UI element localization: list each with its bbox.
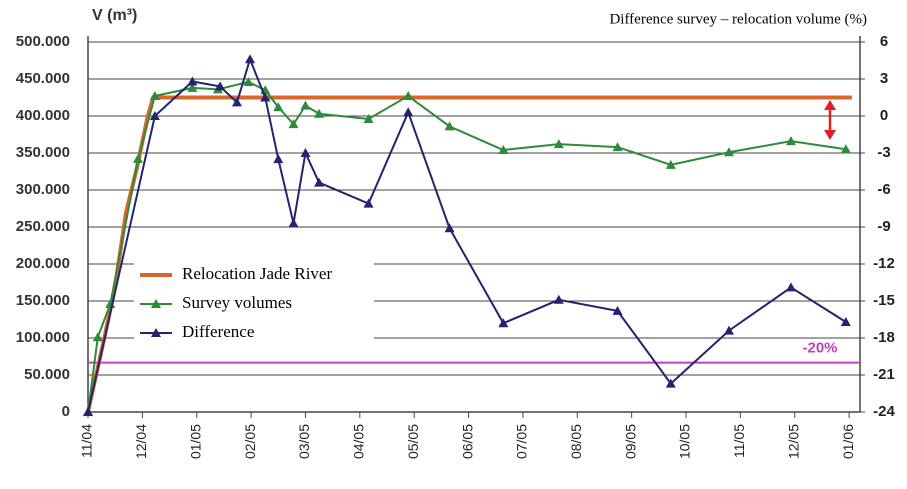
x-tick-label: 01/05 (187, 424, 203, 459)
y-tick-label: 250.000 (16, 218, 70, 235)
marker (288, 119, 299, 129)
marker (288, 218, 299, 228)
marker (498, 145, 509, 155)
x-tick-label: 12/04 (133, 424, 149, 459)
marker (314, 177, 325, 187)
marker (723, 325, 734, 335)
marker (553, 139, 564, 149)
marker (273, 154, 284, 164)
marker (300, 100, 311, 110)
y2-tick-label: 6 (880, 33, 888, 50)
y-tick-label: 400.000 (16, 107, 70, 124)
marker (612, 142, 623, 152)
y2-tick-label: -6 (877, 181, 890, 198)
marker (273, 102, 284, 112)
y2-tick-label: -15 (873, 292, 895, 309)
y-tick-label: 0 (62, 403, 70, 420)
y2-tick-label: -24 (873, 403, 895, 420)
x-tick-label: 01/06 (840, 424, 856, 459)
marker (187, 82, 198, 92)
y-axis-title: V (m³) (92, 7, 137, 24)
marker (92, 332, 103, 342)
marker (215, 81, 226, 91)
x-tick-label: 08/05 (568, 424, 584, 459)
y2-tick-label: 3 (880, 70, 888, 87)
y-tick-label: 100.000 (16, 329, 70, 346)
y-tick-label: 200.000 (16, 255, 70, 272)
x-tick-label: 09/05 (622, 424, 638, 459)
x-tick-label: 11/05 (731, 424, 747, 458)
legend-marker (151, 299, 161, 308)
y-tick-label: 150.000 (16, 292, 70, 309)
marker (723, 147, 734, 157)
legend-label: Relocation Jade River (182, 264, 332, 283)
y2-tick-label: -3 (877, 144, 890, 161)
marker (260, 92, 271, 102)
marker (243, 76, 254, 86)
marker (785, 282, 796, 292)
marker (612, 305, 623, 315)
y2-axis-title: Difference survey – relocation volume (%… (609, 11, 867, 27)
marker (403, 91, 414, 101)
x-tick-label: 10/05 (677, 424, 693, 459)
y-tick-label: 500.000 (16, 33, 70, 50)
marker (498, 318, 509, 328)
y2-tick-label: 0 (880, 107, 888, 124)
y-tick-label: 450.000 (16, 70, 70, 87)
marker (231, 97, 242, 107)
reference-label: -20% (802, 340, 837, 357)
y2-tick-label: -12 (873, 255, 895, 272)
x-tick-label: 03/05 (296, 424, 312, 459)
marker (444, 223, 455, 233)
marker (785, 136, 796, 146)
x-tick-label: 06/05 (459, 424, 475, 459)
x-tick-label: 05/05 (405, 424, 421, 459)
marker (314, 108, 325, 118)
x-tick-label: 12/05 (785, 424, 801, 459)
legend-box (134, 259, 374, 351)
marker (83, 407, 93, 416)
marker (363, 198, 374, 208)
x-tick-label: 04/05 (351, 424, 367, 459)
marker (840, 316, 851, 326)
arrow (824, 100, 836, 140)
y2-tick-label: -21 (873, 366, 895, 383)
marker (149, 111, 160, 120)
marker (149, 91, 160, 101)
series-line (86, 95, 852, 413)
y2-tick-label: -18 (873, 329, 895, 346)
marker (403, 107, 414, 117)
marker (300, 148, 311, 157)
series-line (87, 56, 847, 413)
marker (245, 54, 256, 64)
y2-tick-label: -9 (877, 218, 890, 235)
x-tick-label: 07/05 (514, 424, 530, 459)
marker (665, 159, 676, 169)
legend-label: Difference (182, 322, 254, 341)
y-tick-label: 50.000 (24, 366, 70, 383)
marker (363, 113, 374, 123)
legend-label: Survey volumes (182, 293, 292, 312)
marker (665, 378, 676, 388)
marker (133, 153, 144, 163)
x-tick-label: 11/04 (79, 424, 95, 458)
marker (187, 76, 198, 86)
marker (553, 294, 564, 304)
legend-marker (151, 328, 161, 337)
x-tick-label: 02/05 (242, 424, 258, 459)
marker (444, 121, 455, 131)
y-tick-label: 300.000 (16, 181, 70, 198)
marker (840, 144, 851, 154)
y-tick-label: 350.000 (16, 144, 70, 161)
